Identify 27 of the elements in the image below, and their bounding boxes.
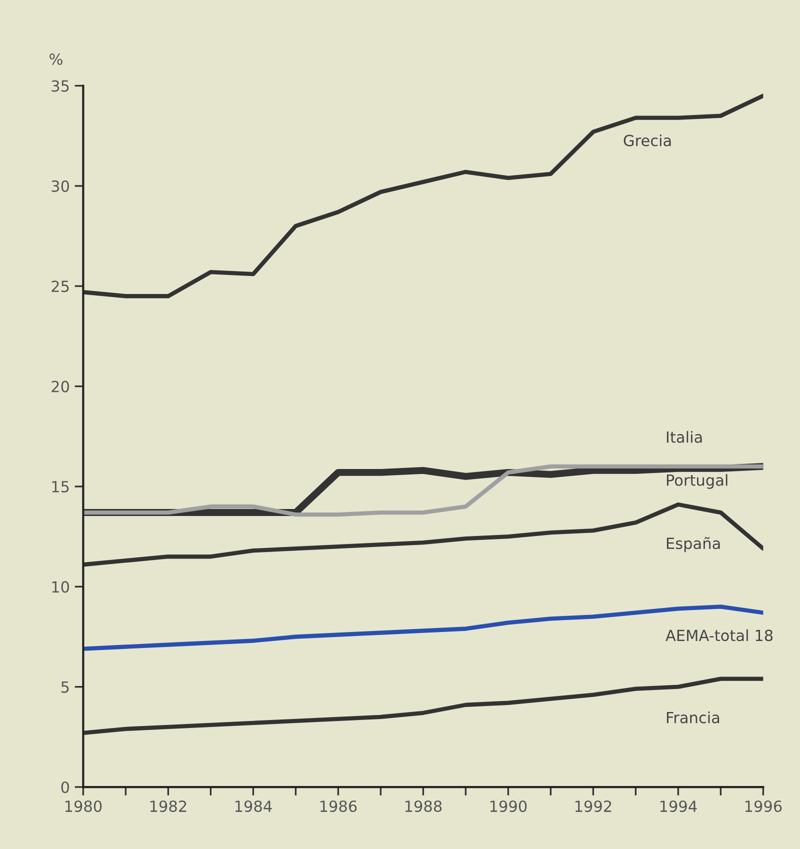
x-tick-label: 1988 xyxy=(405,800,442,812)
y-tick-label: 15 xyxy=(52,481,69,492)
series-label: AEMA-total 18 xyxy=(666,629,773,642)
x-tick-label: 1982 xyxy=(150,800,186,812)
x-tick-label: 1992 xyxy=(575,800,612,812)
series-label: Portugal xyxy=(666,474,728,489)
x-tick-label: 1986 xyxy=(320,800,357,812)
x-tick-label: 1980 xyxy=(65,800,102,812)
series-label: Francia xyxy=(666,712,720,724)
y-tick-label: 5 xyxy=(61,682,69,693)
x-tick-label: 1996 xyxy=(745,800,782,812)
y-axis-title: % xyxy=(50,53,62,65)
y-tick-label: 0 xyxy=(61,781,69,794)
x-tick-label: 1990 xyxy=(490,800,527,812)
y-tick-label: 20 xyxy=(52,380,69,392)
series-label: España xyxy=(666,537,720,552)
y-tick-label: 30 xyxy=(52,180,69,192)
y-tick-label: 35 xyxy=(52,80,69,92)
line-series xyxy=(83,502,764,567)
line-series xyxy=(83,676,764,736)
x-tick-label: 1994 xyxy=(660,800,697,812)
x-tick-label: 1984 xyxy=(235,800,272,812)
series-label: Italia xyxy=(666,430,702,443)
y-tick-label: 10 xyxy=(52,581,69,593)
y-tick-label: 25 xyxy=(52,280,69,292)
series-label: Grecia xyxy=(624,134,671,146)
line-series xyxy=(83,94,764,298)
